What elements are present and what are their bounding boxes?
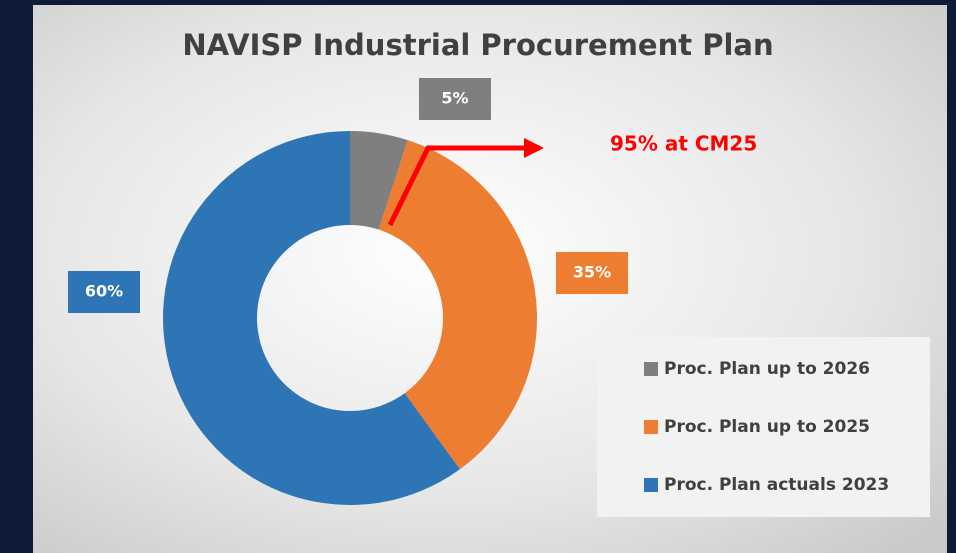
label-box [419,78,491,120]
slice [378,140,537,470]
data-label: 35% [573,263,611,282]
arrow [387,138,544,227]
legend-swatch [644,420,658,434]
label-box [68,271,140,313]
legend-swatch [644,362,658,376]
slices [162,131,537,505]
data-label: 60% [85,282,123,301]
data-label: 5% [441,89,468,108]
legend-entries: Proc. Plan up to 2026 Proc. Plan up to 20… [644,359,889,495]
label-box [556,252,628,294]
legend-label: Proc. Plan actuals 2023 [664,475,889,495]
legend-label: Proc. Plan up to 2025 [664,417,870,437]
chart-title: NAVISP Industrial Procurement Plan [182,28,773,62]
legend-label: Proc. Plan up to 2026 [664,359,870,379]
slice [162,131,460,505]
legend-swatch [644,478,658,492]
annotation: 95% at CM25 [610,132,757,156]
slice [350,131,408,230]
data-labels: 5% 35% 60% [68,78,628,313]
